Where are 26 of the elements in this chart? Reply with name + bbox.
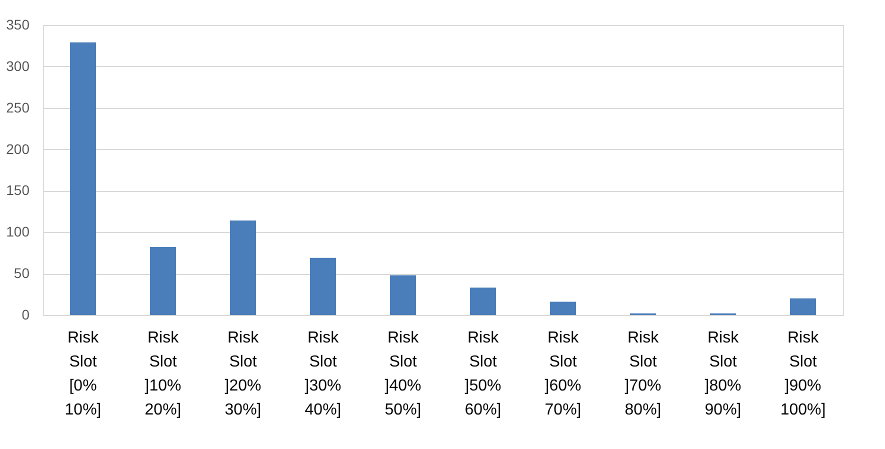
y-tick-label: 50 [14, 265, 30, 282]
bar [470, 288, 496, 315]
x-tick-label: Risk Slot ]40% 50%] [384, 330, 422, 418]
y-tick-label: 0 [22, 306, 30, 322]
y-tick-label: 300 [6, 58, 30, 74]
y-tick-label: 350 [6, 16, 30, 32]
bar [230, 220, 256, 315]
bar [150, 247, 176, 315]
x-tick-label: Risk Slot ]50% 60%] [464, 330, 502, 418]
x-tick-label: Risk Slot ]80% 90%] [704, 330, 742, 418]
x-tick-label: Risk Slot ]70% 80%] [624, 330, 662, 418]
y-tick-label: 100 [6, 224, 30, 240]
bar [550, 302, 576, 315]
x-tick-label: Risk Slot ]10% 20%] [144, 330, 182, 418]
y-tick-label: 200 [6, 140, 30, 157]
y-tick-label: 150 [6, 182, 30, 198]
y-tick-label: 250 [6, 99, 30, 116]
bar [790, 298, 816, 315]
x-tick-label: Risk Slot ]90% 100%] [780, 330, 826, 418]
x-tick-label: Risk Slot ]60% 70%] [544, 330, 582, 418]
bar [70, 42, 96, 315]
x-tick-label: Risk Slot ]30% 40%] [304, 330, 342, 418]
x-tick-label: Risk Slot [0% 10%] [64, 330, 102, 418]
bar [310, 258, 336, 315]
bar [390, 275, 416, 315]
x-tick-label: Risk Slot ]20% 30%] [224, 330, 262, 418]
